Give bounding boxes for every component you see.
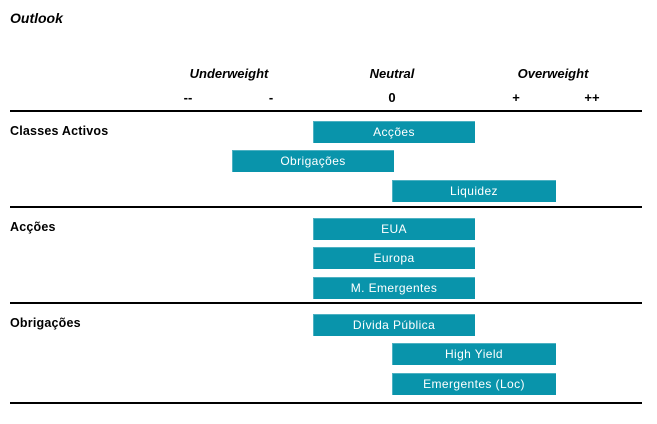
divider-rule-1 [10, 206, 642, 208]
bar-europa: Europa [313, 247, 475, 269]
section-label-obriga-es: Obrigações [10, 316, 81, 330]
weight-header-underweight: Underweight [189, 66, 269, 81]
bar-high-yield: High Yield [392, 343, 556, 365]
weight-header-overweight: Overweight [517, 66, 589, 81]
section-label-ac-es: Acções [10, 220, 56, 234]
weight-header-neutral: Neutral [369, 66, 415, 81]
scale-tick-4: ++ [584, 90, 600, 105]
bar-liquidez: Liquidez [392, 180, 556, 202]
bar-ac-es: Acções [313, 121, 475, 143]
divider-rule-3 [10, 402, 642, 404]
divider-rule-0 [10, 110, 642, 112]
bar-d-vida-p-blica: Dívida Pública [313, 314, 475, 336]
scale-tick-1: - [268, 90, 274, 105]
divider-rule-2 [10, 302, 642, 304]
bar-emergentes-loc: Emergentes (Loc) [392, 373, 556, 395]
page-title: Outlook [10, 10, 63, 26]
scale-tick-3: + [512, 90, 520, 105]
bar-m-emergentes: M. Emergentes [313, 277, 475, 299]
section-label-classes-activos: Classes Activos [10, 124, 109, 138]
scale-tick-2: 0 [388, 90, 396, 105]
bar-obriga-es: Obrigações [232, 150, 394, 172]
bar-eua: EUA [313, 218, 475, 240]
scale-tick-0: -- [183, 90, 193, 105]
